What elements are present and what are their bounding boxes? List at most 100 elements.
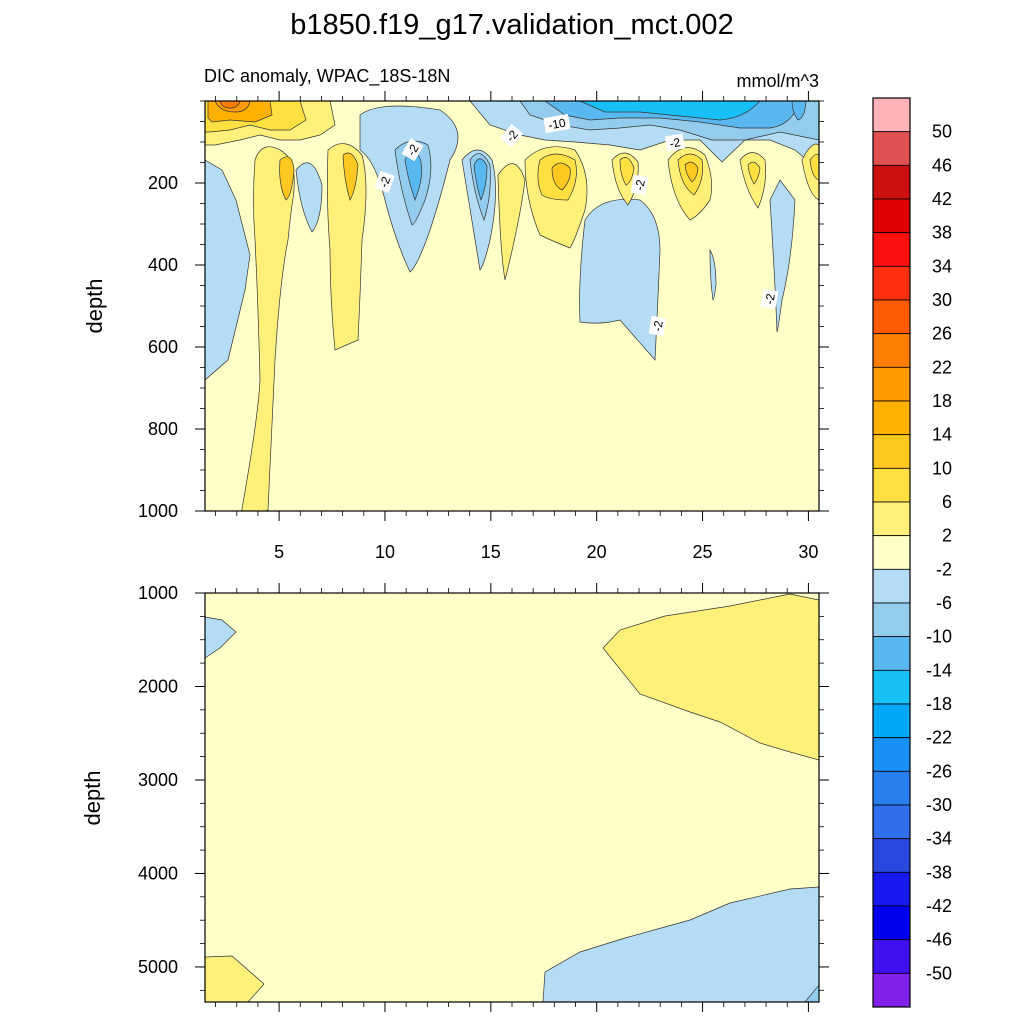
x-tick-label: 5 <box>274 542 284 562</box>
top-yellow-region-warm-b <box>279 156 295 201</box>
subtitle-right: mmol/m^3 <box>737 71 819 91</box>
contour-label: -2 <box>630 174 649 196</box>
top-yellow-region-warm-c <box>342 152 359 201</box>
chart-title: b1850.f19_g17.validation_mct.002 <box>290 9 733 41</box>
top-yellow-region-column-a <box>241 146 295 511</box>
bottom-panel: 1000 2000 3000 4000 5000 depth <box>80 583 829 1012</box>
colorbar-label: 14 <box>932 425 952 445</box>
top-plot-background <box>205 101 819 511</box>
colorbar-swatch <box>872 737 911 772</box>
colorbar-label: -14 <box>926 660 952 680</box>
colorbar-label: -2 <box>936 559 952 579</box>
colorbar-swatch <box>872 568 911 604</box>
y-tick-label: 1000 <box>138 501 178 521</box>
colorbar-swatch <box>872 131 911 166</box>
colorbar-label: -18 <box>926 694 952 714</box>
colorbar-label: -46 <box>926 930 952 950</box>
bottom-blue-region-upper-left <box>205 616 237 659</box>
top-yellow-region-warm-h <box>684 161 699 183</box>
bottom-yellow-region-lower-left <box>205 955 265 1002</box>
x-tick-label: 10 <box>375 542 395 562</box>
top-ylabel: depth <box>82 278 107 333</box>
contour-label: -2 <box>648 315 667 337</box>
colorbar-swatch <box>872 636 911 671</box>
top-ticks: 200 400 600 800 1000 5 10 15 20 25 30 <box>138 91 829 562</box>
colorbar-label: -42 <box>926 896 952 916</box>
x-tick-label: 25 <box>693 542 713 562</box>
x-tick-label: 30 <box>798 542 818 562</box>
colorbar-swatch <box>872 164 911 200</box>
colorbar-swatch <box>872 972 911 1008</box>
top-yellow-region-warm-i <box>809 153 819 181</box>
colorbar-swatch <box>872 770 911 806</box>
colorbar-label: 18 <box>932 391 952 411</box>
colorbar: 50 46 42 38 34 30 26 22 18 14 10 6 2 -2 -6 -10 -14 -18 -22… <box>872 97 952 1008</box>
contour-label-bg <box>630 174 649 196</box>
bottom-yellow-region-upper-right <box>602 593 819 761</box>
colorbar-label: 2 <box>942 526 952 546</box>
colorbar-swatch <box>872 299 911 335</box>
colorbar-swatch <box>872 939 911 974</box>
colorbar-label: -26 <box>926 761 952 781</box>
colorbar-label: -22 <box>926 728 952 748</box>
colorbar-swatch <box>872 400 911 436</box>
bottom-contour-fills <box>205 593 819 1002</box>
contour-label-bg <box>648 315 667 337</box>
top-yellow-region-warm-e <box>551 162 571 191</box>
x-tick-label: 20 <box>587 542 607 562</box>
contour-label-text: -2 <box>377 174 394 189</box>
contour-label-bg <box>664 133 686 152</box>
colorbar-swatch <box>872 871 911 907</box>
colorbar-swatch <box>872 232 911 267</box>
colorbar-label: 46 <box>932 155 952 175</box>
top-contour-fills <box>205 101 819 511</box>
y-tick-label: 400 <box>148 255 178 275</box>
contour-label-text: -2 <box>632 178 648 191</box>
colorbar-label: 38 <box>932 223 952 243</box>
top-yellow-region-warm-f <box>619 157 635 186</box>
y-tick-label: 3000 <box>138 770 178 790</box>
bottom-ticks: 1000 2000 3000 4000 5000 <box>138 583 829 1012</box>
contour-label: -2 <box>401 138 424 162</box>
colorbar-swatch <box>872 434 911 469</box>
colorbar-swatch <box>872 838 911 873</box>
colorbar-label: 26 <box>932 324 952 344</box>
top-blue-region-thin <box>709 248 717 301</box>
colorbar-label: 10 <box>932 458 952 478</box>
colorbar-label: -10 <box>926 627 952 647</box>
colorbar-label: 42 <box>932 189 952 209</box>
y-tick-label: 4000 <box>138 863 178 883</box>
contour-label-text: -2 <box>650 319 666 332</box>
bottom-blue-region-corner <box>804 984 819 1002</box>
top-blue-region-core-small <box>791 101 807 121</box>
colorbar-label: -38 <box>926 862 952 882</box>
contour-label-text: -2 <box>669 135 682 151</box>
x-tick-label: 15 <box>481 542 501 562</box>
colorbar-swatch <box>872 669 911 705</box>
contour-label: -10 <box>543 113 571 134</box>
colorbar-frame <box>872 97 911 1008</box>
top-yellow-region-warm-j <box>747 161 761 185</box>
y-tick-label: 2000 <box>138 676 178 696</box>
top-blue-region-dark-b <box>473 158 488 202</box>
colorbar-label: 30 <box>932 290 952 310</box>
contour-label: -2 <box>760 288 779 310</box>
colorbar-swatch <box>872 602 911 638</box>
colorbar-label: -6 <box>936 593 952 613</box>
contour-label-text: -2 <box>762 292 778 305</box>
top-blue-region-core <box>579 101 761 121</box>
contour-label: -2 <box>664 133 686 152</box>
colorbar-swatch <box>872 333 911 368</box>
top-yellow-region-column-b <box>326 143 367 351</box>
y-tick-label: 200 <box>148 173 178 193</box>
colorbar-swatch <box>872 905 911 941</box>
contour-label-bg <box>760 288 779 310</box>
colorbar-swatch <box>872 97 911 133</box>
bottom-ylabel: depth <box>80 770 105 825</box>
top-blue-region-left <box>205 101 251 381</box>
colorbar-label: 34 <box>932 256 952 276</box>
bottom-blue-region-lower-right <box>542 886 819 1002</box>
colorbar-label: -34 <box>926 829 952 849</box>
